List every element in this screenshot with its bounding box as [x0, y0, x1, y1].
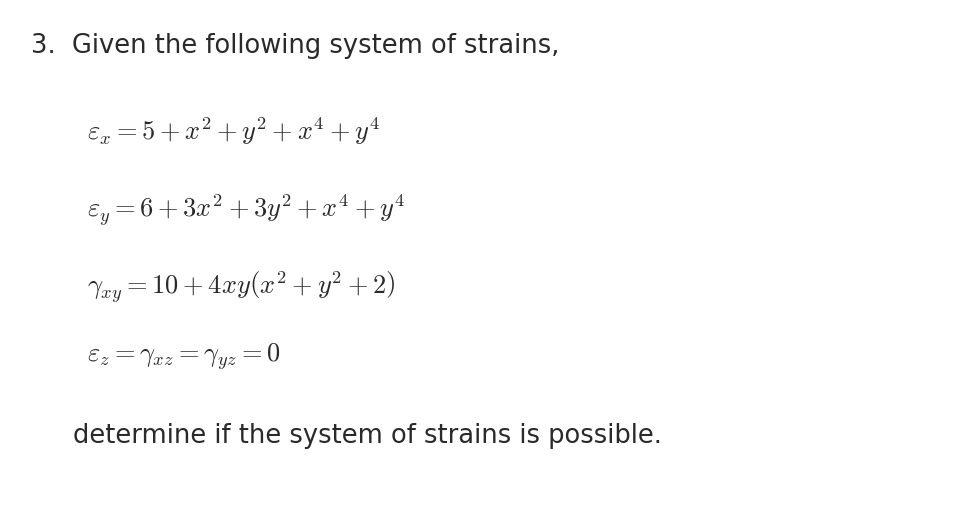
Text: $\varepsilon_x = 5 + x^2 + y^2 + x^4 + y^4$: $\varepsilon_x = 5 + x^2 + y^2 + x^4 + y…	[87, 115, 380, 147]
Text: 3.  Given the following system of strains,: 3. Given the following system of strains…	[31, 33, 559, 60]
Text: $\gamma_{xy} = 10 + 4xy\left(x^2 + y^2 + 2\right)$: $\gamma_{xy} = 10 + 4xy\left(x^2 + y^2 +…	[87, 269, 395, 305]
Text: $\varepsilon_y = 6 + 3x^2 + 3y^2 + x^4 + y^4$: $\varepsilon_y = 6 + 3x^2 + 3y^2 + x^4 +…	[87, 192, 405, 228]
Text: determine if the system of strains is possible.: determine if the system of strains is po…	[73, 423, 662, 449]
Text: $\varepsilon_z = \gamma_{xz} = \gamma_{yz} = 0$: $\varepsilon_z = \gamma_{xz} = \gamma_{y…	[87, 341, 281, 372]
